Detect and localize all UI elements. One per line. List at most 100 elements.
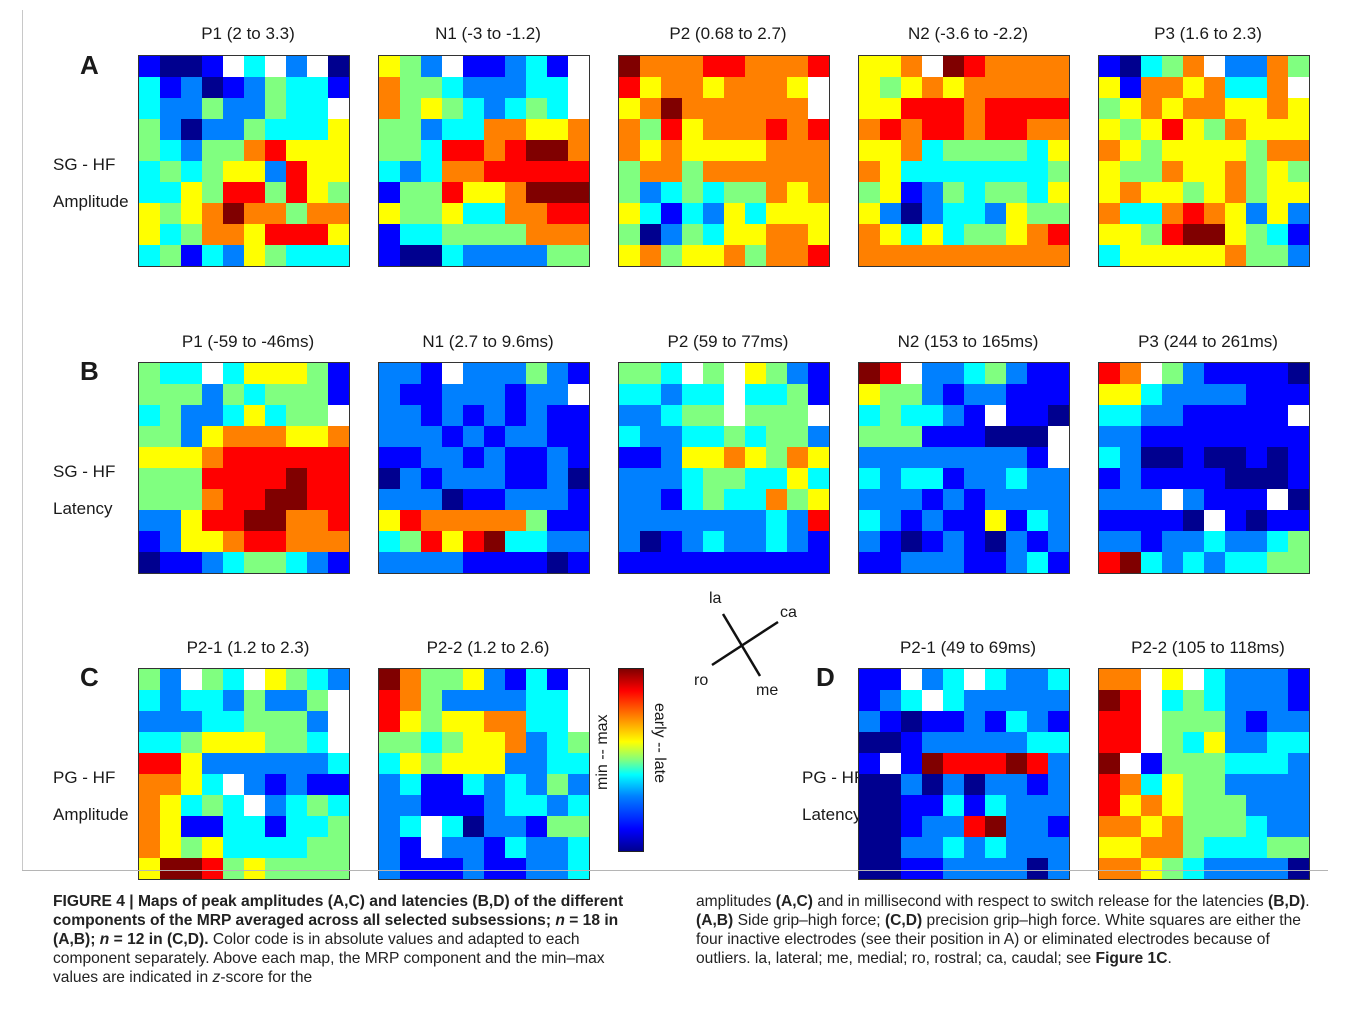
heatmap-cell	[526, 669, 547, 690]
heatmap-cell	[1006, 711, 1027, 732]
heatmap-cell	[661, 224, 682, 245]
heatmap-cell	[505, 795, 526, 816]
caption-text: -score for the	[220, 969, 313, 986]
heatmap-cell	[505, 669, 526, 690]
heatmap-cell	[901, 753, 922, 774]
heatmap-cell	[1288, 245, 1309, 266]
heatmap-cell	[943, 98, 964, 119]
heatmap-cell	[808, 405, 829, 426]
heatmap-cell	[244, 77, 265, 98]
heatmap-cell	[943, 552, 964, 573]
heatmap-cell	[1099, 531, 1120, 552]
heatmap-cell	[964, 405, 985, 426]
heatmap-cell	[985, 140, 1006, 161]
heatmap-cell	[1120, 161, 1141, 182]
heatmap-cell	[1225, 510, 1246, 531]
heatmap-cell	[880, 489, 901, 510]
heatmap-cell	[661, 426, 682, 447]
heatmap-cell	[880, 182, 901, 203]
heatmap-cell	[724, 531, 745, 552]
heatmap-cell	[922, 203, 943, 224]
heatmap-cell	[307, 711, 328, 732]
heatmap-cell	[526, 732, 547, 753]
heatmap-cell	[484, 363, 505, 384]
heatmap-cell	[181, 711, 202, 732]
heatmap-cell	[223, 510, 244, 531]
heatmap-cell	[328, 56, 349, 77]
heatmap-cell	[379, 690, 400, 711]
heatmap-cell	[400, 203, 421, 224]
heatmap-cell	[985, 816, 1006, 837]
heatmap-cell	[265, 140, 286, 161]
heatmap-cell	[880, 363, 901, 384]
heatmap-cell	[787, 203, 808, 224]
heatmap-cell	[307, 182, 328, 203]
heatmap-cell	[985, 203, 1006, 224]
heatmap-cell	[421, 489, 442, 510]
caption-text: Side grip–high force;	[733, 912, 885, 929]
heatmap-cell	[1162, 363, 1183, 384]
heatmap-cell	[661, 468, 682, 489]
heatmap-cell	[1048, 161, 1069, 182]
heatmap-cell	[223, 774, 244, 795]
heatmap-cell	[964, 224, 985, 245]
caption-figure-link[interactable]: Figure 1C	[1095, 950, 1168, 967]
heatmap-b-p3	[1098, 362, 1310, 574]
heatmap-cell	[808, 98, 829, 119]
heatmap-cell	[859, 858, 880, 879]
heatmap-cell	[400, 245, 421, 266]
heatmap-cell	[703, 140, 724, 161]
heatmap-cell	[265, 711, 286, 732]
heatmap-cell	[223, 363, 244, 384]
heatmap-cell	[1225, 669, 1246, 690]
heatmap-cell	[526, 711, 547, 732]
heatmap-cell	[1027, 98, 1048, 119]
heatmap-cell	[286, 384, 307, 405]
heatmap-cell	[568, 753, 589, 774]
heatmap-cell	[724, 489, 745, 510]
heatmap-cell	[1006, 161, 1027, 182]
heatmap-cell	[181, 140, 202, 161]
heatmap-cell	[1183, 245, 1204, 266]
heatmap-cell	[568, 552, 589, 573]
heatmap-cell	[787, 140, 808, 161]
heatmap-cell	[745, 140, 766, 161]
heatmap-cell	[1246, 447, 1267, 468]
heatmap-cell	[1099, 753, 1120, 774]
heatmap-cell	[1006, 816, 1027, 837]
heatmap-cell	[1141, 203, 1162, 224]
heatmap-cell	[223, 837, 244, 858]
heatmap-cell	[682, 531, 703, 552]
heatmap-cell	[526, 119, 547, 140]
heatmap-cell	[943, 732, 964, 753]
heatmap-cell	[880, 98, 901, 119]
heatmap-cell	[859, 489, 880, 510]
map-title: N2 (153 to 165ms)	[897, 332, 1039, 351]
heatmap-cell	[244, 98, 265, 119]
heatmap-cell	[286, 468, 307, 489]
heatmap-cell	[661, 552, 682, 573]
heatmap-cell	[139, 405, 160, 426]
heatmap-cell	[943, 405, 964, 426]
heatmap-cell	[421, 690, 442, 711]
heatmap-cell	[202, 732, 223, 753]
heatmap-cell	[223, 711, 244, 732]
heatmap-cell	[1162, 245, 1183, 266]
heatmap-cell	[568, 669, 589, 690]
heatmap-cell	[139, 510, 160, 531]
heatmap-cell	[160, 182, 181, 203]
heatmap-cell	[484, 531, 505, 552]
heatmap-cell	[1162, 774, 1183, 795]
heatmap-cell	[202, 816, 223, 837]
heatmap-cell	[985, 753, 1006, 774]
heatmap-cell	[859, 77, 880, 98]
heatmap-cell	[640, 426, 661, 447]
heatmap-cell	[1048, 56, 1069, 77]
heatmap-cell	[484, 140, 505, 161]
heatmap-cell	[328, 858, 349, 879]
heatmap-cell	[1225, 858, 1246, 879]
caption-n-var: n	[99, 931, 110, 948]
heatmap-cell	[1267, 224, 1288, 245]
heatmap-cell	[421, 837, 442, 858]
heatmap-cell	[1027, 510, 1048, 531]
